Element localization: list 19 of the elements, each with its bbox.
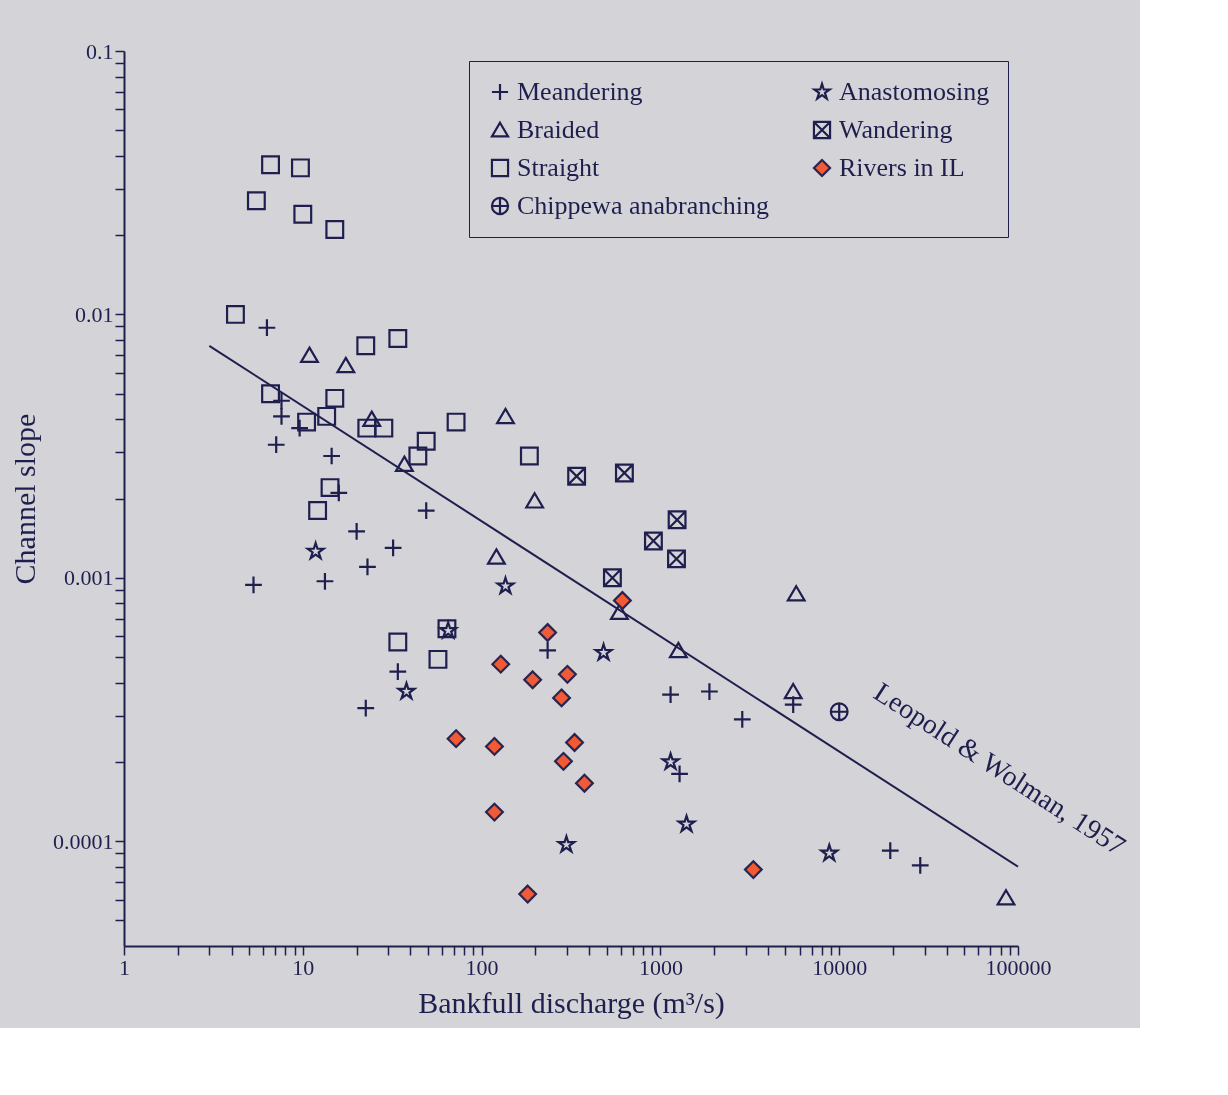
- x-tick-label: 1000: [638, 954, 683, 980]
- x-tick-label: 10: [292, 954, 315, 980]
- y-axis-title: Channel slope: [8, 413, 41, 585]
- legend-label: Wandering: [839, 115, 953, 144]
- legend-label: Chippewa anabranching: [517, 191, 769, 220]
- x-tick-label: 100000: [985, 954, 1052, 980]
- y-tick-label: 0.0001: [53, 828, 114, 854]
- legend-label: Braided: [517, 115, 600, 144]
- x-axis-title: Bankfull discharge (m³/s): [418, 985, 725, 1020]
- y-tick-label: 0.1: [86, 38, 114, 64]
- y-tick-label: 0.001: [64, 565, 114, 591]
- legend-label: Meandering: [517, 77, 643, 106]
- legend-label: Anastomosing: [839, 77, 990, 106]
- x-tick-label: 1: [119, 954, 130, 980]
- x-tick-label: 10000: [812, 954, 868, 980]
- x-tick-label: 100: [465, 954, 499, 980]
- y-tick-label: 0.01: [75, 301, 114, 327]
- legend-label: Rivers in IL: [839, 153, 965, 182]
- legend-label: Straight: [517, 153, 601, 182]
